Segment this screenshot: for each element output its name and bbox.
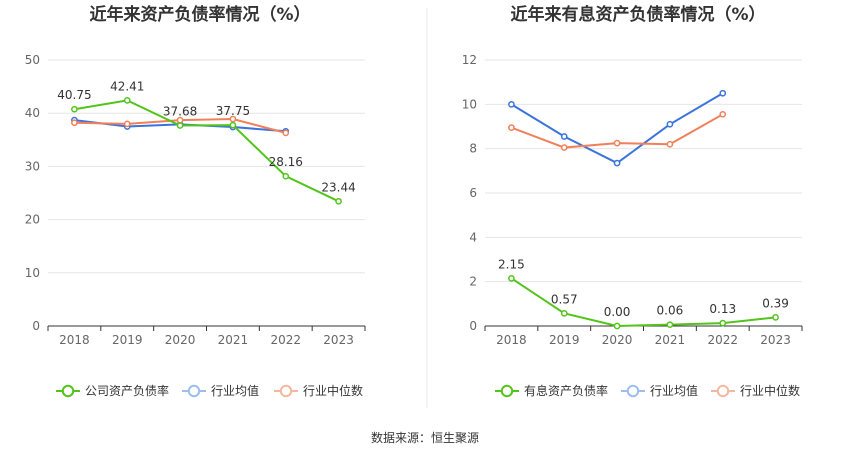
y-tick-label: 8 bbox=[469, 142, 477, 156]
data-label: 40.75 bbox=[57, 88, 91, 102]
data-point bbox=[335, 197, 342, 205]
y-tick-label: 0 bbox=[469, 319, 477, 333]
data-point bbox=[282, 172, 290, 180]
y-tick-label: 2 bbox=[469, 275, 477, 289]
legend-marker bbox=[500, 384, 514, 398]
y-tick-label: 12 bbox=[462, 53, 477, 67]
y-tick-label: 10 bbox=[25, 266, 40, 280]
legend-marker bbox=[187, 384, 201, 398]
chart-debt-ratio: 近年来资产负债率情况（%） 0 10 20 30 40 50 2018 2019 2020 2021… bbox=[25, 4, 366, 398]
data-point bbox=[666, 321, 674, 329]
data-point bbox=[282, 129, 290, 137]
data-point bbox=[560, 144, 568, 151]
data-point bbox=[123, 97, 131, 104]
data-source: 数据来源：恒生聚源 bbox=[371, 430, 479, 445]
data-point bbox=[719, 319, 727, 327]
x-tick-label: 2022 bbox=[707, 333, 738, 347]
data-point bbox=[560, 310, 568, 317]
legend-label: 公司资产负债率 bbox=[85, 383, 169, 398]
legend-marker bbox=[716, 384, 730, 398]
x-tick-label: 2022 bbox=[270, 333, 301, 347]
x-tick-label: 2018 bbox=[59, 333, 90, 347]
series-2 bbox=[71, 115, 290, 137]
chart-title: 近年来资产负债率情况（%） bbox=[89, 4, 310, 25]
legend-label: 有息资产负债率 bbox=[524, 383, 608, 398]
x-tick-label: 2023 bbox=[323, 333, 354, 347]
x-tick-label: 2020 bbox=[602, 333, 633, 347]
data-point bbox=[719, 110, 727, 118]
data-label: 0.57 bbox=[551, 292, 578, 306]
y-tick-label: 20 bbox=[25, 213, 40, 227]
data-label: 37.75 bbox=[216, 104, 250, 118]
legend-label: 行业中位数 bbox=[740, 383, 800, 398]
y-tick-label: 50 bbox=[25, 53, 40, 67]
data-point bbox=[71, 119, 78, 127]
data-point bbox=[508, 274, 515, 282]
legend-item: 行业中位数 bbox=[274, 383, 363, 398]
y-tick-label: 40 bbox=[25, 106, 40, 120]
data-point bbox=[560, 133, 568, 140]
data-label: 0.06 bbox=[657, 304, 684, 318]
x-tick-label: 2021 bbox=[655, 333, 686, 347]
series-2 bbox=[508, 110, 727, 151]
legend-item: 公司资产负债率 bbox=[56, 383, 169, 398]
y-tick-label: 4 bbox=[469, 230, 477, 244]
data-point bbox=[229, 115, 237, 123]
legend-item: 有息资产负债率 bbox=[495, 383, 608, 398]
data-point bbox=[71, 105, 78, 113]
data-label: 0.00 bbox=[604, 305, 631, 319]
series-0 bbox=[508, 274, 779, 330]
chart-interest-bearing-debt-ratio: 近年来有息资产负债率情况（%） 0 2 4 6 8 10 12 2018 2019 2020 2021… bbox=[462, 4, 803, 398]
data-point bbox=[666, 140, 674, 148]
legend-item: 行业中位数 bbox=[711, 383, 800, 398]
data-label: 2.15 bbox=[498, 257, 525, 271]
data-label: 28.16 bbox=[269, 155, 303, 169]
data-label: 37.68 bbox=[163, 105, 197, 119]
data-point bbox=[508, 124, 515, 131]
legend-item: 行业均值 bbox=[182, 383, 259, 398]
legend-marker bbox=[279, 384, 293, 398]
data-point bbox=[613, 322, 621, 330]
data-point bbox=[613, 159, 621, 167]
data-point bbox=[666, 120, 674, 128]
data-point bbox=[176, 122, 184, 129]
series-0 bbox=[71, 97, 342, 205]
x-tick-label: 2021 bbox=[218, 333, 249, 347]
series-line bbox=[510, 92, 724, 165]
data-point bbox=[772, 314, 779, 321]
data-point bbox=[613, 139, 621, 147]
series-1 bbox=[508, 89, 727, 167]
x-tick-label: 2018 bbox=[496, 333, 527, 347]
legend-marker bbox=[626, 384, 640, 398]
data-label: 42.41 bbox=[110, 79, 144, 93]
legend-label: 行业均值 bbox=[211, 383, 259, 398]
y-tick-label: 30 bbox=[25, 159, 40, 173]
data-point bbox=[508, 100, 515, 108]
legend-label: 行业均值 bbox=[650, 383, 698, 398]
series-line bbox=[510, 277, 776, 328]
legend-label: 行业中位数 bbox=[303, 383, 363, 398]
x-tick-label: 2019 bbox=[549, 333, 580, 347]
y-tick-label: 6 bbox=[469, 186, 477, 200]
data-point bbox=[229, 121, 237, 129]
series-line bbox=[74, 99, 340, 203]
data-point bbox=[719, 89, 727, 97]
data-label: 23.44 bbox=[321, 180, 355, 194]
chart-title: 近年来有息资产负债率情况（%） bbox=[510, 4, 765, 25]
data-point bbox=[123, 120, 131, 128]
x-tick-label: 2020 bbox=[165, 333, 196, 347]
data-label: 0.13 bbox=[709, 302, 736, 316]
legend-marker bbox=[61, 384, 75, 398]
y-tick-label: 0 bbox=[32, 319, 40, 333]
data-label: 0.39 bbox=[762, 296, 789, 310]
x-tick-label: 2019 bbox=[112, 333, 143, 347]
x-tick-label: 2023 bbox=[760, 333, 791, 347]
y-tick-label: 10 bbox=[462, 97, 477, 111]
legend-item: 行业均值 bbox=[621, 383, 698, 398]
